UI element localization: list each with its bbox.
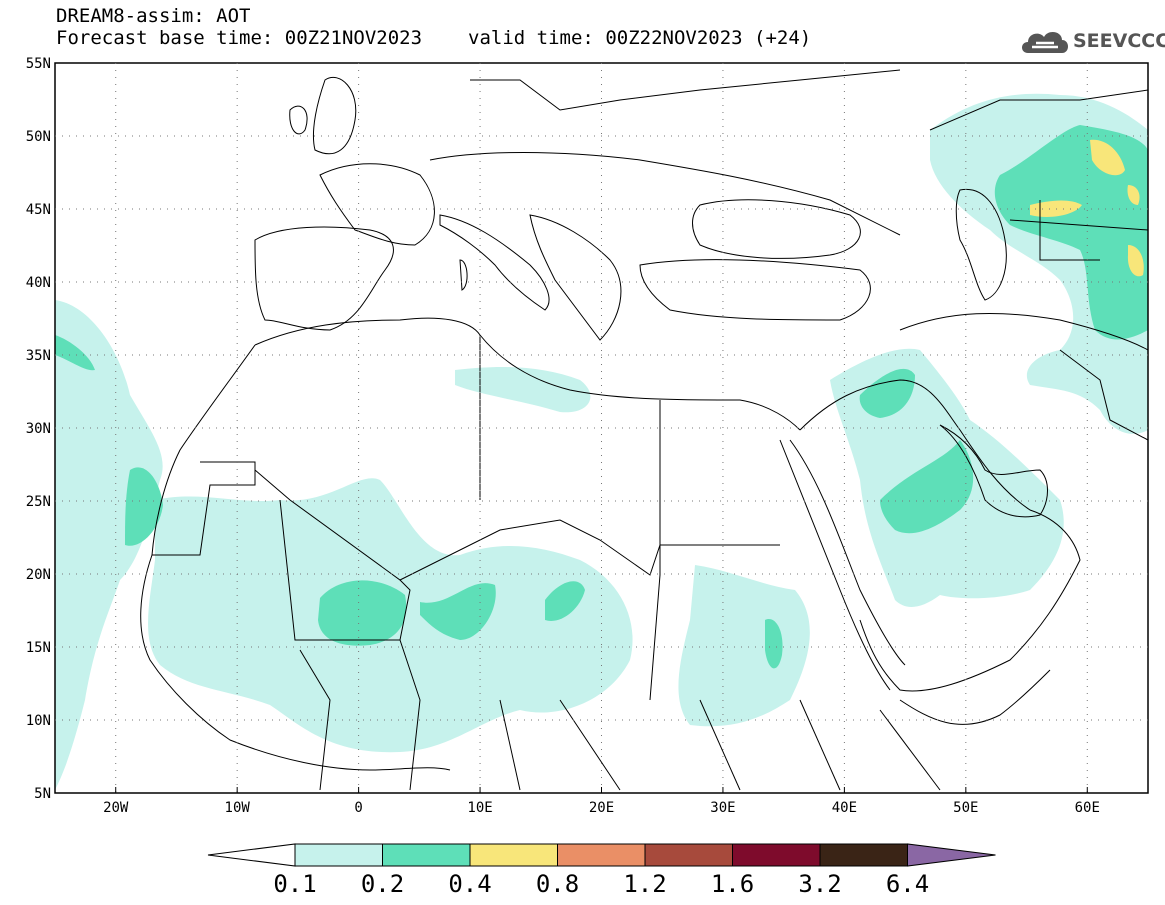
latitude-labels: 55N 50N 45N 40N 35N 30N 25N 20N 15N 10N 5N	[26, 56, 51, 802]
colorbar-level-label: 0.2	[360, 870, 405, 898]
colorbar-level-label: 3.2	[798, 870, 842, 898]
gridlines	[55, 63, 1148, 793]
lon-label: 10E	[467, 800, 492, 816]
colorbar-segment	[644, 843, 733, 867]
lon-label: 20W	[103, 800, 129, 816]
lat-label: 20N	[26, 567, 51, 583]
lat-label: 25N	[26, 494, 51, 510]
lon-label: 0	[354, 800, 362, 816]
lon-label: 20E	[589, 800, 614, 816]
colorbar-over-triangle	[907, 843, 996, 867]
lat-label: 5N	[34, 786, 51, 802]
colorbar-segment	[819, 843, 908, 867]
colorbar-level-label: 0.4	[448, 870, 492, 898]
longitude-labels: 20W 10W 0 10E 20E 30E 40E 50E 60E	[103, 800, 1100, 816]
lat-label: 45N	[26, 202, 51, 218]
colorbar-level-label: 0.8	[535, 870, 580, 898]
colorbar-level-label: 1.2	[623, 870, 667, 898]
logo-text: SEEVCCC	[1073, 30, 1165, 52]
colorbar-level-label: 6.4	[885, 870, 930, 898]
lon-label: 40E	[832, 800, 857, 816]
aot-shading	[55, 93, 1148, 790]
aot-class-0.2	[55, 125, 1148, 669]
lat-label: 15N	[26, 640, 51, 656]
colorbar-segment	[732, 843, 821, 867]
colorbar-level-label: 0.1	[273, 870, 317, 898]
seevccc-logo: SEEVCCC	[1018, 25, 1165, 57]
colorbar-segment	[469, 843, 558, 867]
colorbar-segment	[557, 843, 646, 867]
country-borders	[140, 69, 1148, 791]
lat-label: 40N	[26, 275, 51, 291]
lon-label: 60E	[1075, 800, 1100, 816]
cloud-icon	[1022, 31, 1068, 53]
axis-ticks	[115, 787, 1088, 793]
lat-label: 55N	[26, 56, 51, 72]
lat-label: 30N	[26, 421, 51, 437]
lon-label: 30E	[710, 800, 735, 816]
map-title: DREAM8-assim: AOT	[56, 5, 251, 27]
lat-label: 35N	[26, 348, 51, 364]
lon-label: 10W	[225, 800, 251, 816]
colorbar-level-label: 1.6	[710, 870, 755, 898]
colorbar	[207, 843, 996, 867]
colorbar-segment	[294, 843, 383, 867]
lat-label: 50N	[26, 129, 51, 145]
aot-class-0.1	[55, 93, 1148, 790]
base-time-label: Forecast base time: 00Z21NOV2023	[56, 27, 423, 49]
lon-label: 50E	[953, 800, 978, 816]
map-subtitle: Forecast base time: 00Z21NOV2023 valid ti…	[56, 28, 811, 48]
lat-label: 10N	[26, 713, 51, 729]
colorbar-segment	[382, 843, 471, 867]
valid-time-label: valid time: 00Z22NOV2023 (+24)	[468, 27, 812, 49]
colorbar-under-triangle	[207, 843, 296, 867]
